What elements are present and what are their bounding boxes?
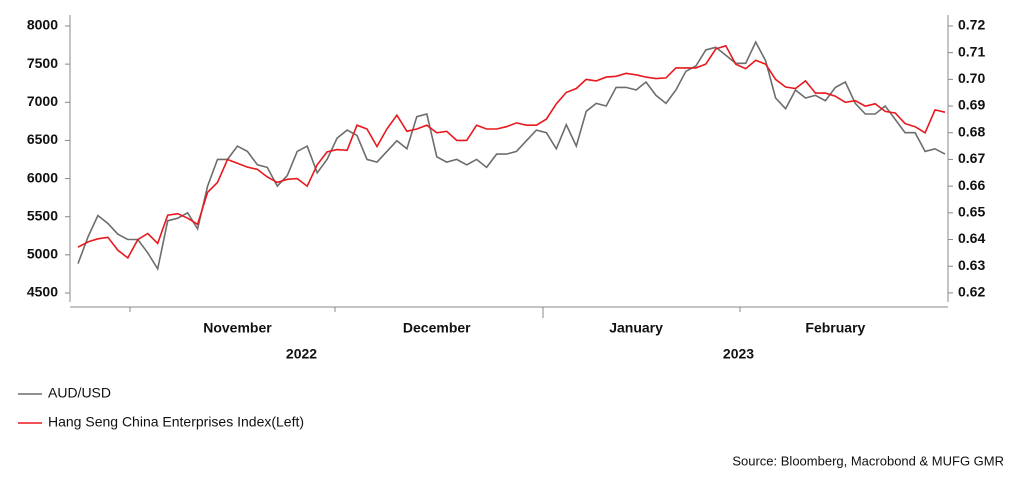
- y-tick-label: 7500: [27, 55, 58, 71]
- y-tick-label: 5000: [27, 246, 58, 262]
- y2-tick-label: 0.69: [958, 97, 985, 113]
- y2-tick-label: 0.66: [958, 177, 985, 193]
- series-line: [77, 44, 946, 260]
- y2-tick-label: 0.67: [958, 150, 985, 166]
- y-tick-label: 6000: [27, 169, 58, 185]
- y2-tick-label: 0.63: [958, 257, 985, 273]
- x-tick-label: December: [403, 320, 471, 336]
- y-tick-label: 7000: [27, 93, 58, 109]
- y2-tick-label: 0.68: [958, 123, 985, 139]
- y-tick-label: 8000: [27, 17, 58, 33]
- x-tick-label: November: [203, 320, 272, 336]
- y2-tick-label: 0.62: [958, 284, 985, 300]
- y2-tick-label: 0.72: [958, 17, 985, 33]
- series-line: [77, 40, 946, 272]
- x-tick-label: February: [805, 320, 865, 336]
- y2-tick-label: 0.71: [958, 43, 985, 59]
- legend-label: Hang Seng China Enterprises Index(Left): [48, 414, 304, 430]
- x-group-label: 2023: [723, 346, 754, 362]
- y2-tick-label: 0.64: [958, 230, 985, 246]
- source: Source: Bloomberg, Macrobond & MUFG GMR: [732, 453, 1004, 468]
- y-tick-label: 5500: [27, 207, 58, 223]
- x-group-label: 2022: [286, 346, 317, 362]
- legend-label: AUD/USD: [48, 385, 111, 401]
- y2-tick-label: 0.65: [958, 204, 985, 220]
- x-tick-label: January: [609, 320, 663, 336]
- y-tick-label: 4500: [27, 284, 58, 300]
- y-tick-label: 6500: [27, 131, 58, 147]
- y2-tick-label: 0.70: [958, 70, 985, 86]
